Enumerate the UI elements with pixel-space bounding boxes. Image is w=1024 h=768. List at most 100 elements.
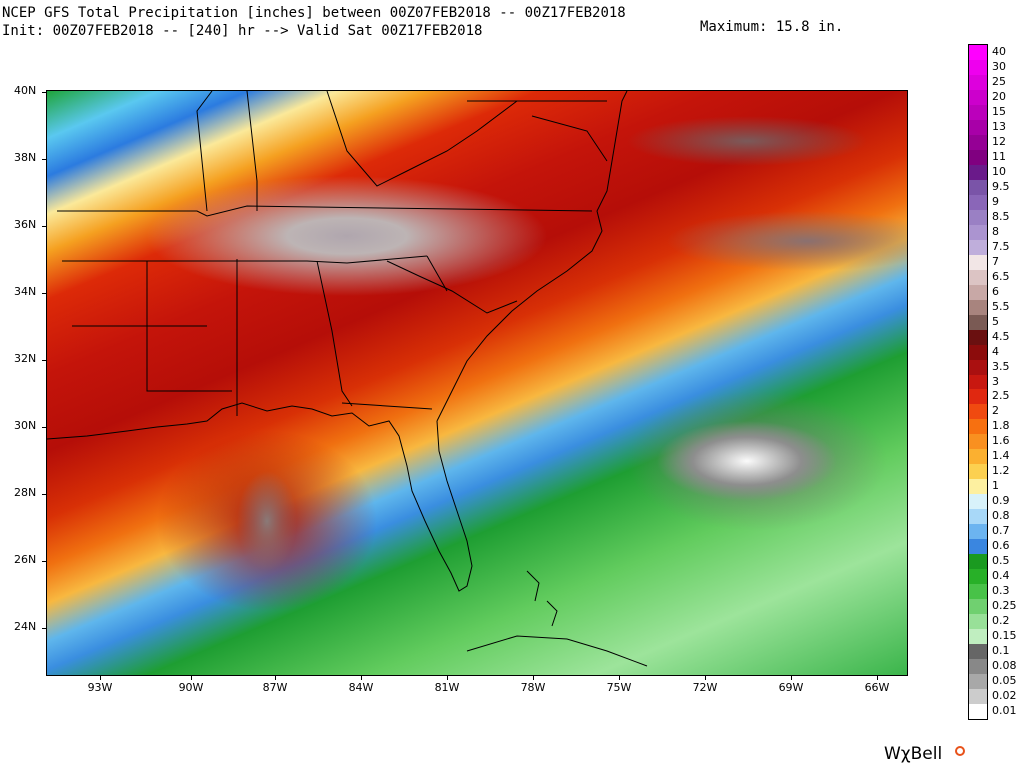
lat-tick [42, 360, 46, 361]
colorbar-swatch [969, 194, 987, 211]
colorbar-label: 0.02 [992, 689, 1017, 703]
colorbar-swatch [969, 74, 987, 91]
colorbar-swatch [969, 374, 987, 390]
lon-label-90w: 90W [178, 681, 204, 694]
colorbar-swatch [969, 239, 987, 256]
colorbar-swatch [969, 45, 987, 61]
lon-tick [877, 676, 878, 680]
lat-label-26n: 26N [14, 553, 37, 566]
chart-title-line2: Init: 00Z07FEB2018 -- [240] hr --> Valid… [2, 23, 483, 39]
colorbar-swatch [969, 89, 987, 106]
lat-tick [42, 159, 46, 160]
colorbar-label: 1.4 [992, 449, 1010, 463]
colorbar-swatch [969, 509, 987, 525]
colorbar-swatch [969, 209, 987, 226]
colorbar-swatch [969, 599, 987, 615]
colorbar-label: 12 [992, 134, 1006, 148]
colorbar-label: 10 [992, 164, 1006, 178]
colorbar-swatch [969, 344, 987, 361]
colorbar-label: 4.5 [992, 329, 1010, 343]
lat-tick [42, 628, 46, 629]
lat-tick [42, 226, 46, 227]
colorbar-label: 0.08 [992, 659, 1017, 673]
colorbar-label: 1.8 [992, 419, 1010, 433]
lon-tick [191, 676, 192, 680]
colorbar-label: 1.2 [992, 464, 1010, 478]
colorbar-label: 11 [992, 149, 1006, 163]
lat-tick [42, 92, 46, 93]
colorbar-swatch [969, 179, 987, 196]
colorbar-swatch [969, 149, 987, 166]
colorbar-label: 30 [992, 59, 1006, 73]
lon-label-81w: 81W [434, 681, 460, 694]
colorbar-swatch [969, 119, 987, 136]
lat-label-28n: 28N [14, 486, 37, 499]
lon-tick [100, 676, 101, 680]
colorbar-swatch [969, 284, 987, 301]
precip-colorbar [968, 44, 988, 720]
colorbar-swatch [969, 479, 987, 495]
colorbar-label: 4 [992, 344, 999, 358]
lon-tick [619, 676, 620, 680]
logo-dot-icon [955, 746, 965, 756]
colorbar-label: 5 [992, 314, 999, 328]
lon-tick [447, 676, 448, 680]
lat-label-24n: 24N [14, 620, 37, 633]
colorbar-swatch [969, 644, 987, 660]
colorbar-swatch [969, 164, 987, 181]
lon-tick [361, 676, 362, 680]
colorbar-label: 13 [992, 119, 1006, 133]
colorbar-swatch [969, 224, 987, 241]
colorbar-swatch [969, 674, 987, 690]
lat-label-30n: 30N [14, 419, 37, 432]
lon-label-78w: 78W [520, 681, 546, 694]
colorbar-swatch [969, 59, 987, 76]
colorbar-swatch [969, 269, 987, 286]
colorbar-label: 1.6 [992, 434, 1010, 448]
lon-label-75w: 75W [606, 681, 632, 694]
lat-tick [42, 427, 46, 428]
lat-label-38n: 38N [14, 151, 37, 164]
colorbar-label: 0.7 [992, 524, 1010, 538]
colorbar-label: 0.5 [992, 554, 1010, 568]
lon-tick [275, 676, 276, 680]
colorbar-label: 3.5 [992, 359, 1010, 373]
lon-label-72w: 72W [692, 681, 718, 694]
colorbar-label: 9 [992, 194, 999, 208]
colorbar-swatch [969, 464, 987, 480]
colorbar-label: 15 [992, 104, 1006, 118]
lon-label-87w: 87W [262, 681, 288, 694]
colorbar-swatch [969, 569, 987, 585]
lon-tick [533, 676, 534, 680]
colorbar-swatch [969, 689, 987, 705]
lon-tick [705, 676, 706, 680]
colorbar-label: 3 [992, 374, 999, 388]
precipitation-map [46, 90, 908, 676]
colorbar-swatch [969, 629, 987, 645]
colorbar-label: 8.5 [992, 209, 1010, 223]
colorbar-label: 6 [992, 284, 999, 298]
colorbar-label: 0.3 [992, 584, 1010, 598]
lat-tick [42, 494, 46, 495]
lon-tick [791, 676, 792, 680]
colorbar-swatch [969, 104, 987, 121]
lat-label-36n: 36N [14, 218, 37, 231]
colorbar-label: 9.5 [992, 179, 1010, 193]
colorbar-label: 2 [992, 404, 999, 418]
colorbar-label: 1 [992, 479, 999, 493]
colorbar-label: 0.25 [992, 599, 1017, 613]
colorbar-swatch [969, 314, 987, 331]
colorbar-swatch [969, 539, 987, 555]
colorbar-label: 0.01 [992, 704, 1017, 717]
colorbar-swatch [969, 554, 987, 570]
chart-title-line1: NCEP GFS Total Precipitation [inches] be… [2, 5, 626, 21]
colorbar-label: 0.15 [992, 629, 1017, 643]
colorbar-swatch [969, 659, 987, 675]
lat-label-32n: 32N [14, 352, 37, 365]
lon-label-69w: 69W [778, 681, 804, 694]
lat-label-40n: 40N [14, 84, 37, 97]
colorbar-swatch [969, 449, 987, 465]
colorbar-label: 0.8 [992, 509, 1010, 523]
colorbar-label: 7 [992, 254, 999, 268]
colorbar-swatch [969, 329, 987, 346]
